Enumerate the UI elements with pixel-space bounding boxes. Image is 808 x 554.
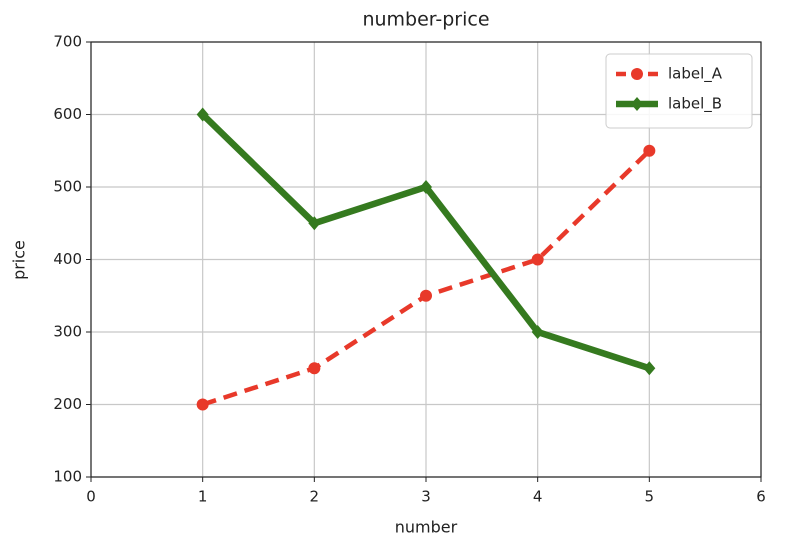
legend-marker [631, 97, 643, 111]
legend-label: label_A [668, 65, 723, 84]
x-tick-label: 5 [645, 488, 655, 506]
marker [643, 361, 656, 376]
y-tick-label: 200 [53, 395, 82, 413]
marker [643, 144, 656, 157]
plot-frame [90, 41, 762, 478]
marker [196, 398, 209, 411]
y-axis-label: price [10, 240, 29, 280]
marker [420, 289, 432, 302]
marker [308, 216, 321, 231]
y-tick-label: 300 [53, 323, 82, 341]
chart-title: number-price [362, 9, 489, 31]
y-tick-label: 100 [53, 468, 82, 486]
marker [308, 362, 321, 375]
x-tick-label: 4 [533, 488, 543, 506]
marker [531, 325, 544, 339]
y-tick-label: 600 [53, 105, 82, 123]
marker [196, 107, 209, 122]
legend-label: label_B [668, 95, 722, 114]
x-tick-label: 6 [756, 488, 766, 506]
x-axis-label: number [395, 518, 458, 537]
x-tick-label: 3 [421, 488, 431, 506]
legend-marker [631, 68, 643, 80]
marker [420, 180, 432, 194]
y-tick-label: 400 [53, 250, 82, 268]
y-tick-label: 500 [53, 178, 82, 196]
marker [531, 253, 544, 266]
x-tick-label: 0 [86, 488, 96, 506]
x-tick-label: 1 [198, 488, 208, 506]
x-tick-label: 2 [310, 488, 320, 506]
y-tick-label: 700 [53, 33, 82, 51]
